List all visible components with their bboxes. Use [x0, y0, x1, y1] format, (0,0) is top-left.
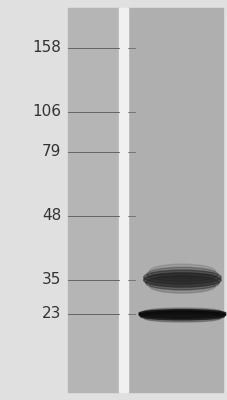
Text: 48: 48: [42, 208, 61, 224]
Ellipse shape: [144, 315, 220, 322]
Ellipse shape: [143, 270, 220, 284]
Bar: [68, 8, 118, 392]
Text: 35: 35: [42, 272, 61, 288]
Text: 106: 106: [32, 104, 61, 120]
Ellipse shape: [146, 267, 217, 282]
Bar: [127, 8, 222, 392]
Text: 23: 23: [42, 306, 61, 322]
Text: 79: 79: [42, 144, 61, 160]
Ellipse shape: [143, 308, 220, 315]
Ellipse shape: [140, 313, 223, 320]
Ellipse shape: [138, 311, 225, 318]
Ellipse shape: [149, 264, 215, 278]
Ellipse shape: [138, 310, 225, 317]
Ellipse shape: [149, 279, 215, 293]
Ellipse shape: [145, 276, 218, 290]
Ellipse shape: [143, 273, 220, 287]
Bar: [118, 8, 127, 392]
Text: 158: 158: [32, 40, 61, 56]
